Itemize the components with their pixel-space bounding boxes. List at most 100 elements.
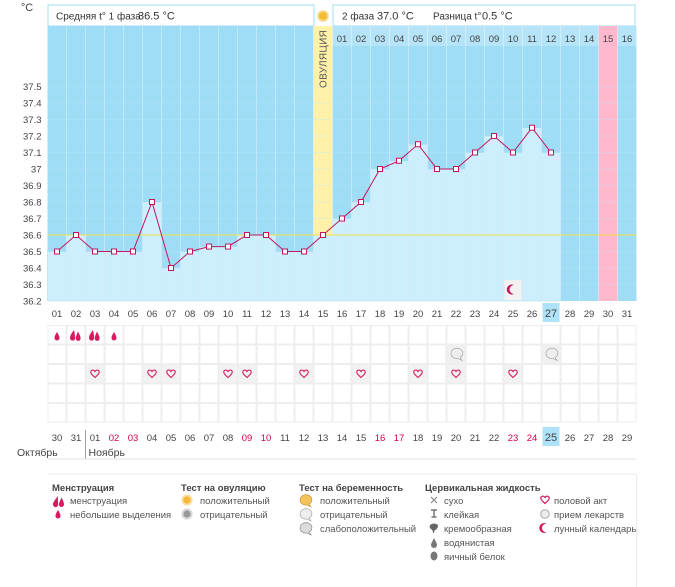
diff-value: 0.5 °C bbox=[482, 11, 513, 23]
legend-cervical-sticky: клейкая bbox=[444, 510, 479, 521]
intercourse-cell bbox=[352, 365, 370, 383]
symptom-cell bbox=[256, 403, 276, 423]
temperature-point bbox=[472, 149, 478, 156]
symptom-cell bbox=[294, 383, 314, 403]
y-tick-label: 36.3 bbox=[23, 280, 42, 291]
date-label: 21 bbox=[432, 309, 443, 320]
date-label: 11 bbox=[242, 309, 252, 320]
legend-pregnancy-positive: положительный bbox=[320, 496, 390, 507]
symptom-cell bbox=[560, 383, 580, 403]
symptom-cell bbox=[142, 325, 162, 345]
temperature-point bbox=[168, 265, 174, 271]
legend-ovulation-negative: отрицательный bbox=[200, 510, 268, 521]
symptom-cell bbox=[66, 325, 86, 345]
symptom-cell bbox=[503, 325, 523, 345]
cycle-day-label: 21 bbox=[470, 433, 481, 444]
symptom-cell bbox=[199, 383, 219, 403]
symptom-cell bbox=[199, 364, 219, 384]
symptom-cell bbox=[408, 325, 428, 345]
heart-icon bbox=[540, 495, 550, 505]
symptom-cell bbox=[47, 344, 67, 364]
date-label: 17 bbox=[356, 309, 367, 320]
temperature-bar bbox=[408, 144, 428, 302]
symptom-cell bbox=[484, 325, 504, 345]
date-label: 25 bbox=[508, 309, 519, 320]
heart-icon bbox=[451, 369, 461, 379]
cycle-day-label: 17 bbox=[394, 433, 405, 444]
legend-cervical-title: Цервикальная жидкость bbox=[425, 483, 541, 494]
phase1-value: 36.5 °C bbox=[138, 11, 175, 23]
symptom-cell bbox=[47, 364, 67, 384]
light-spotting-icon bbox=[111, 332, 117, 341]
cycle-day-label: 26 bbox=[565, 433, 576, 444]
cycle-day-label: 18 bbox=[413, 433, 424, 444]
symptom-cell bbox=[484, 403, 504, 423]
cycle-day-label: 20 bbox=[451, 433, 462, 444]
symptom-cell bbox=[256, 325, 276, 345]
temperature-bar bbox=[218, 246, 238, 302]
temperature-point bbox=[282, 248, 288, 255]
heart-icon bbox=[90, 369, 100, 379]
legend-moon-calendar: лунный календарь bbox=[554, 524, 636, 535]
symptom-cell bbox=[617, 403, 637, 423]
symptom-cell bbox=[389, 364, 409, 384]
ovulation-test-positive-icon bbox=[181, 494, 193, 506]
heart-icon bbox=[147, 369, 157, 379]
symptom-cell bbox=[256, 383, 276, 403]
temperature-point bbox=[92, 248, 98, 255]
temperature-bar bbox=[332, 218, 352, 302]
temperature-point bbox=[377, 166, 383, 172]
luteal-day-label: 12 bbox=[546, 34, 557, 45]
legend-ovulation-test-title: Тест на овуляцию bbox=[181, 483, 266, 494]
luteal-day-label: 05 bbox=[413, 34, 424, 45]
temperature-point bbox=[187, 248, 193, 255]
temperature-point bbox=[130, 248, 136, 255]
symptom-cell bbox=[85, 383, 105, 403]
symptom-rows bbox=[47, 325, 637, 423]
symptom-cell bbox=[427, 383, 447, 403]
date-label: 02 bbox=[71, 309, 82, 320]
symptom-cell bbox=[351, 383, 371, 403]
symptom-cell bbox=[313, 364, 333, 384]
date-label: 28 bbox=[565, 309, 576, 320]
pregnancy-test-negative-icon bbox=[545, 347, 559, 362]
temperature-bar bbox=[104, 251, 124, 302]
symptom-cell bbox=[465, 344, 485, 364]
heart-icon bbox=[356, 369, 366, 379]
symptom-cell bbox=[522, 383, 542, 403]
luteal-day-label: 13 bbox=[565, 34, 576, 45]
date-label: 14 bbox=[299, 309, 310, 320]
y-tick-label: 36.4 bbox=[23, 264, 42, 275]
egg-white-icon bbox=[430, 551, 438, 561]
symptom-cell bbox=[237, 344, 257, 364]
y-tick-label: 37.2 bbox=[23, 132, 42, 143]
symptom-cell bbox=[617, 325, 637, 345]
cycle-day-label: 14 bbox=[337, 433, 348, 444]
cycle-day-label: 25 bbox=[545, 432, 557, 444]
temperature-bar bbox=[503, 152, 523, 302]
symptom-cell bbox=[256, 344, 276, 364]
intercourse-cell bbox=[219, 365, 237, 383]
symptom-cell bbox=[503, 403, 523, 423]
light-spotting-icon bbox=[55, 510, 61, 519]
period-column bbox=[598, 26, 618, 301]
temperature-point bbox=[529, 124, 535, 131]
legend-ovulation-positive: положительный bbox=[200, 496, 270, 507]
pregnancy-test-weak-icon bbox=[299, 522, 313, 536]
cycle-day-label: 01 bbox=[90, 433, 101, 444]
date-label: 24 bbox=[489, 309, 500, 320]
date-label: 01 bbox=[52, 309, 63, 320]
symptom-cell bbox=[218, 325, 238, 345]
temperature-bar bbox=[123, 251, 143, 302]
cycle-day-label: 11 bbox=[280, 433, 290, 444]
symptom-cell bbox=[579, 383, 599, 403]
date-label: 27 bbox=[545, 308, 557, 320]
luteal-day-label: 07 bbox=[451, 34, 462, 45]
symptom-cell bbox=[313, 325, 333, 345]
legend-pregnancy-negative: отрицательный bbox=[320, 510, 388, 521]
symptom-cell bbox=[332, 325, 352, 345]
symptom-cell bbox=[560, 403, 580, 423]
symptom-cell bbox=[161, 383, 181, 403]
symptom-cell bbox=[522, 344, 542, 364]
